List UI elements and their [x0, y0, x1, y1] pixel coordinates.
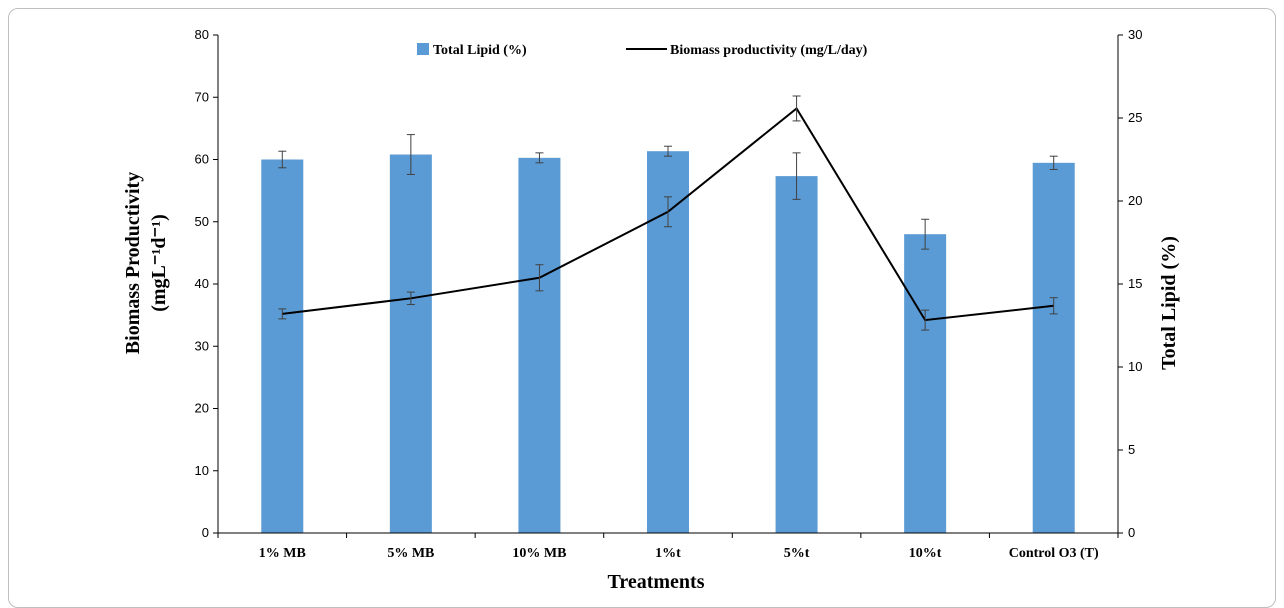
line-series-biomass — [278, 95, 1058, 331]
bar — [904, 234, 947, 533]
bar-series-total-lipid — [261, 151, 1075, 533]
legend-label-total-lipid: Total Lipid (%) — [433, 43, 527, 58]
y2-axis-title: Total Lipid (%) — [1158, 236, 1180, 370]
y2-tick-label: 15 — [1128, 276, 1142, 291]
y-tick-label: 70 — [195, 89, 209, 104]
bar-error-bars — [278, 134, 1058, 250]
x-tick-label: Control O3 (T) — [1009, 546, 1099, 561]
y-tick-label: 60 — [195, 152, 209, 167]
y-axis-title-line1: Biomass Productivity — [122, 172, 144, 354]
bar — [389, 154, 432, 533]
x-tick-label: 10%t — [909, 546, 942, 561]
x-tick-label: 10% MB — [512, 546, 566, 561]
y-tick-label: 30 — [195, 338, 209, 353]
bar — [261, 159, 304, 533]
x-axis-title: Treatments — [607, 571, 704, 592]
y2-tick-label: 25 — [1128, 110, 1142, 125]
x-tick-label: 1%t — [655, 546, 681, 561]
bar — [775, 176, 818, 533]
legend-swatch-total-lipid — [417, 43, 429, 55]
x-tick-label: 5% MB — [387, 546, 434, 561]
legend: Total Lipid (%) Biomass productivity (mg… — [417, 43, 868, 58]
y-tick-label: 40 — [195, 276, 209, 291]
y-tick-label: 20 — [195, 401, 209, 416]
bar — [518, 157, 561, 533]
x-tick-label: 1% MB — [259, 546, 306, 561]
combo-chart: 0 10 20 30 40 50 60 70 80 0 5 10 15 20 25 30 1% MB 5% MB 1… — [122, 27, 1180, 592]
y-tick-label: 10 — [195, 463, 209, 478]
bar — [1032, 162, 1075, 533]
legend-label-biomass: Biomass productivity (mg/L/day) — [670, 43, 868, 58]
y-axis-title-line2: (mgL⁻¹d⁻¹) — [148, 214, 170, 312]
x-tick-label: 5%t — [784, 546, 810, 561]
y2-tick-label: 5 — [1128, 442, 1135, 457]
y2-tick-label: 10 — [1128, 359, 1142, 374]
axes: 0 10 20 30 40 50 60 70 80 0 5 10 15 20 25 30 1% MB 5% MB 1… — [195, 27, 1143, 561]
y-tick-label: 0 — [202, 525, 209, 540]
y2-tick-label: 20 — [1128, 193, 1142, 208]
y2-tick-label: 30 — [1128, 27, 1142, 42]
y-tick-label: 80 — [195, 27, 209, 42]
y-tick-label: 50 — [195, 214, 209, 229]
y2-tick-label: 0 — [1128, 525, 1135, 540]
